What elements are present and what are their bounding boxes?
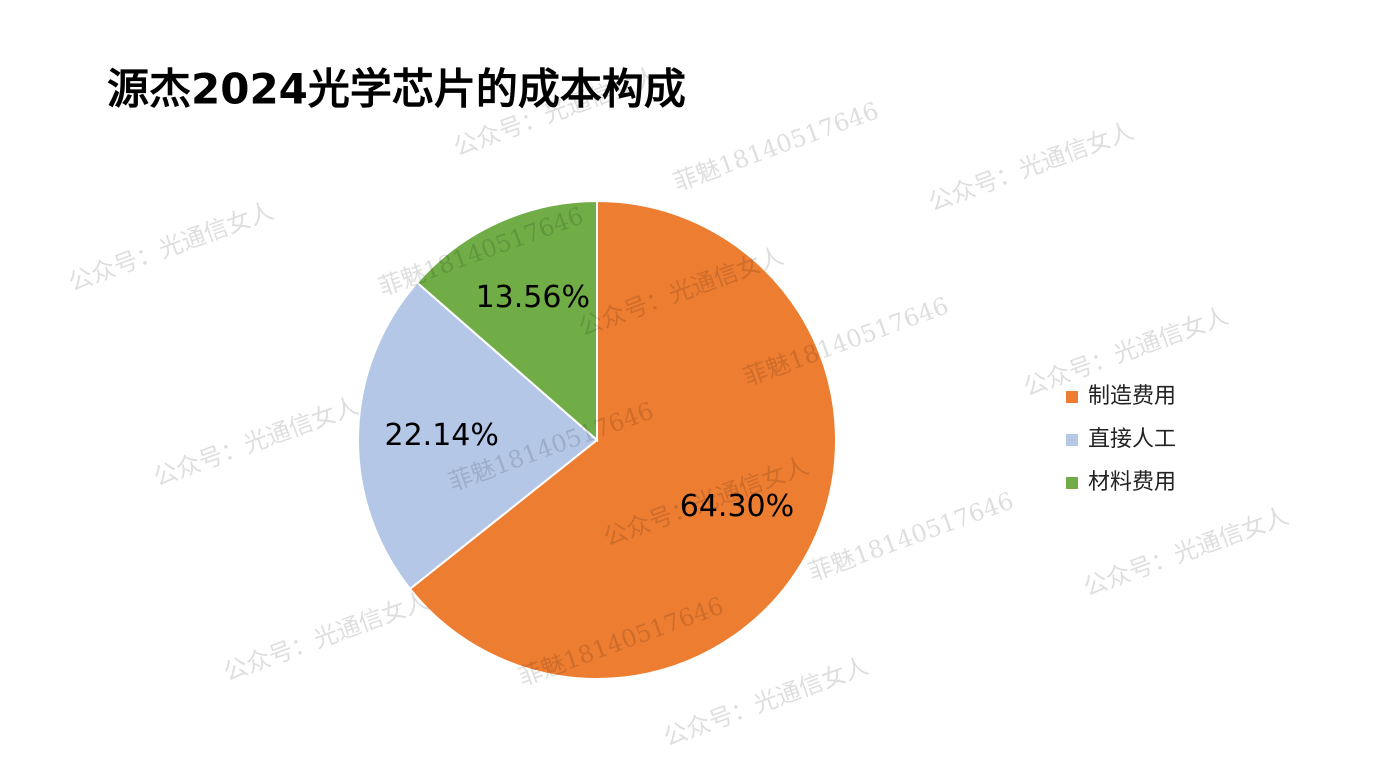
data-label: 13.56% <box>476 280 590 315</box>
watermark: 公众号：光通信女人 <box>925 117 1138 217</box>
legend-label: 材料费用 <box>1088 470 1176 495</box>
legend-label: 直接人工 <box>1088 427 1176 452</box>
watermark: 公众号：光通信女人 <box>660 652 873 752</box>
legend-label: 制造费用 <box>1088 384 1176 409</box>
pie-slice <box>357 281 599 591</box>
watermark: 菲魅18140517646 <box>670 97 883 197</box>
chart-title: 源杰2024光学芯片的成本构成 <box>107 65 686 114</box>
data-label: 22.14% <box>384 418 498 453</box>
data-label: 64.30% <box>680 489 794 524</box>
watermark: 公众号：光通信女人 <box>150 392 363 492</box>
watermark: 公众号：光通信女人 <box>220 587 433 687</box>
legend-swatch <box>1066 434 1078 446</box>
watermark: 公众号：光通信女人 <box>65 197 278 297</box>
watermark: 公众号：光通信女人 <box>1080 502 1293 602</box>
watermark: 菲魅18140517646 <box>805 487 1018 587</box>
legend-swatch <box>1066 391 1078 403</box>
pie-slice <box>415 199 598 443</box>
pie: 64.30% 22.14% 13.56% <box>357 199 837 680</box>
pie-slice <box>408 199 837 680</box>
legend-swatch <box>1066 477 1078 489</box>
